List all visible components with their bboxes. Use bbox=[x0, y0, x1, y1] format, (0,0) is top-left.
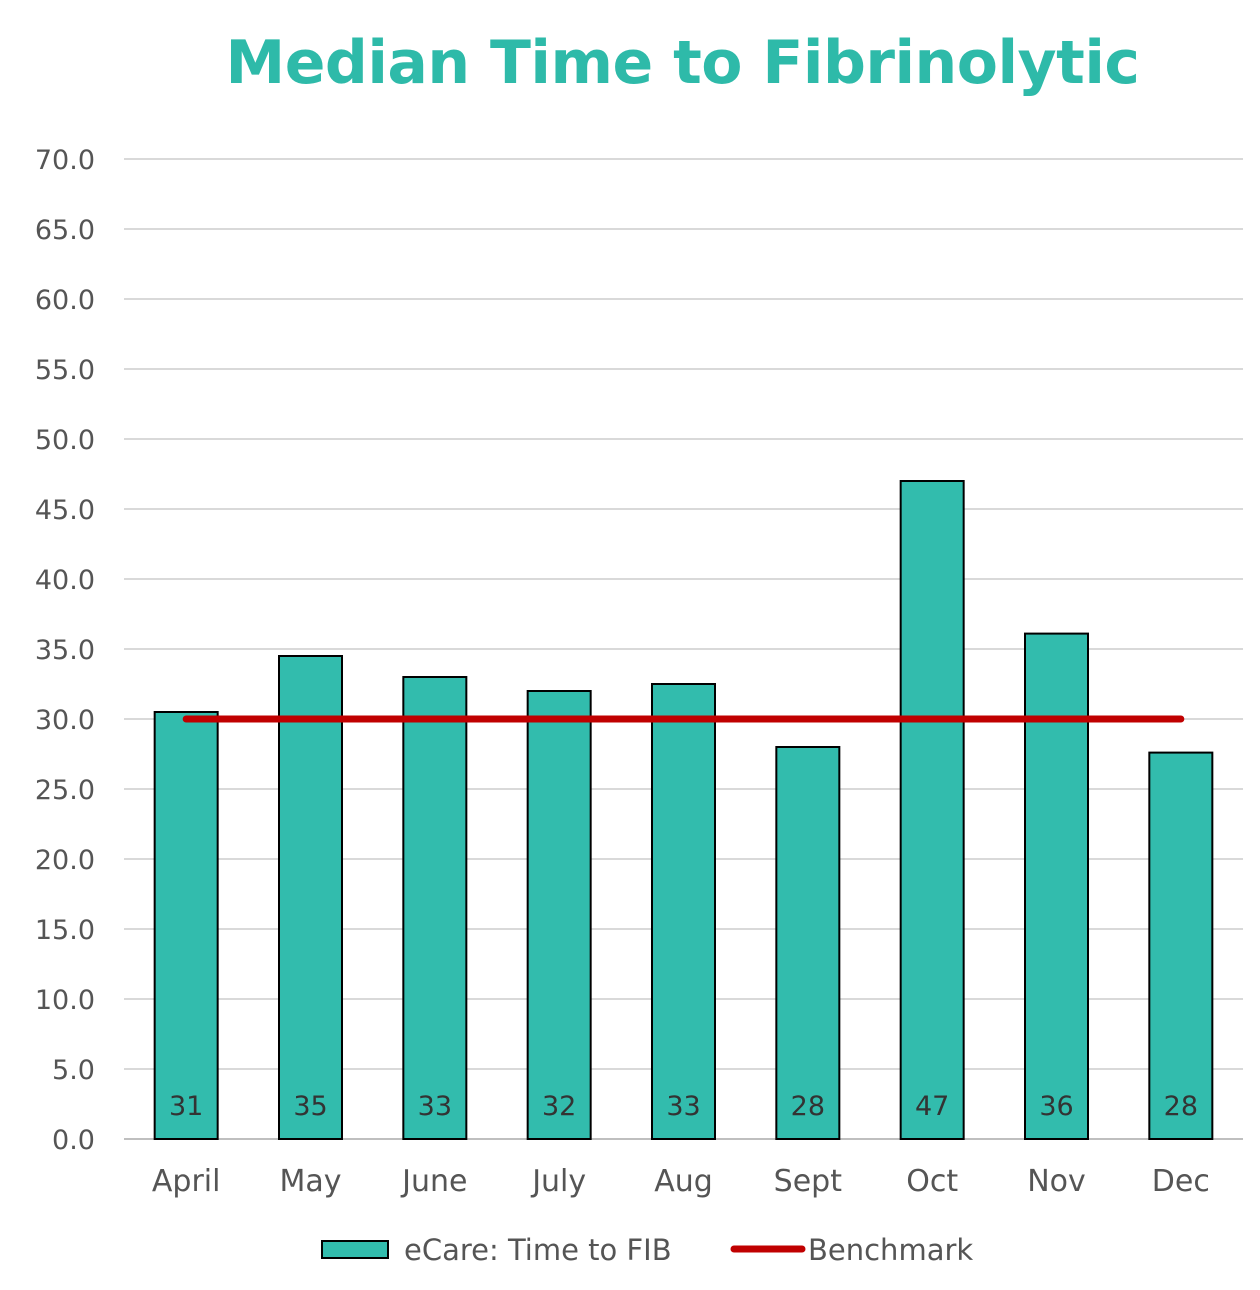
bar-sept bbox=[775, 746, 841, 1140]
bar-oct bbox=[899, 480, 965, 1140]
chart-title: Median Time to Fibrinolytic bbox=[225, 28, 1140, 98]
y-tick-label: 50.0 bbox=[35, 425, 95, 456]
y-tick-label: 35.0 bbox=[35, 635, 95, 666]
legend-label-line: Benchmark bbox=[808, 1233, 973, 1267]
y-tick-label: 55.0 bbox=[35, 355, 95, 386]
x-tick-label: May bbox=[279, 1164, 341, 1199]
y-tick-label: 45.0 bbox=[35, 495, 95, 526]
bar-june bbox=[402, 676, 468, 1140]
x-tick-label: Dec bbox=[1152, 1164, 1210, 1199]
data-labels: 31 35 33 32 33 28 47 36 28 bbox=[169, 1091, 1198, 1122]
bar-july bbox=[526, 690, 592, 1140]
bar-may bbox=[278, 655, 343, 1140]
data-label: 36 bbox=[1039, 1091, 1073, 1122]
y-tick-label: 70.0 bbox=[35, 145, 95, 176]
data-label: 28 bbox=[1164, 1091, 1198, 1122]
y-tick-label: 30.0 bbox=[35, 705, 95, 736]
x-tick-label: April bbox=[152, 1164, 221, 1199]
y-tick-label: 60.0 bbox=[35, 285, 95, 316]
y-tick-label: 5.0 bbox=[52, 1055, 95, 1086]
y-axis: 0.0 5.0 10.0 15.0 20.0 25.0 30.0 35.0 40.0 45.0 50… bbox=[35, 145, 95, 1156]
y-tick-label: 10.0 bbox=[35, 985, 95, 1016]
data-label: 31 bbox=[169, 1091, 203, 1122]
x-axis: April May June July Aug Sept Oct Nov Dec bbox=[152, 1164, 1210, 1199]
data-label: 33 bbox=[418, 1091, 452, 1122]
data-label: 47 bbox=[915, 1091, 949, 1122]
bar-nov bbox=[1024, 632, 1089, 1140]
bar-dec bbox=[1148, 751, 1214, 1140]
x-tick-label: Nov bbox=[1027, 1164, 1086, 1199]
data-label: 32 bbox=[542, 1091, 576, 1122]
y-tick-label: 25.0 bbox=[35, 775, 95, 806]
bar-april bbox=[153, 711, 219, 1140]
y-tick-label: 15.0 bbox=[35, 915, 95, 946]
data-label: 35 bbox=[293, 1091, 327, 1122]
legend: eCare: Time to FIB Benchmark bbox=[321, 1233, 973, 1267]
y-tick-label: 40.0 bbox=[35, 565, 95, 596]
y-tick-label: 20.0 bbox=[35, 845, 95, 876]
x-tick-label: July bbox=[530, 1164, 586, 1199]
y-tick-label: 65.0 bbox=[35, 215, 95, 246]
x-tick-label: Sept bbox=[774, 1164, 843, 1199]
x-tick-label: Aug bbox=[654, 1164, 713, 1199]
x-tick-label: Oct bbox=[906, 1164, 958, 1199]
bar-aug bbox=[651, 683, 716, 1140]
legend-label-bar: eCare: Time to FIB bbox=[404, 1233, 672, 1267]
legend-swatch-bar bbox=[321, 1240, 389, 1259]
data-label: 28 bbox=[791, 1091, 825, 1122]
y-tick-label: 0.0 bbox=[52, 1125, 95, 1156]
x-tick-label: June bbox=[400, 1164, 467, 1199]
data-label: 33 bbox=[666, 1091, 700, 1122]
